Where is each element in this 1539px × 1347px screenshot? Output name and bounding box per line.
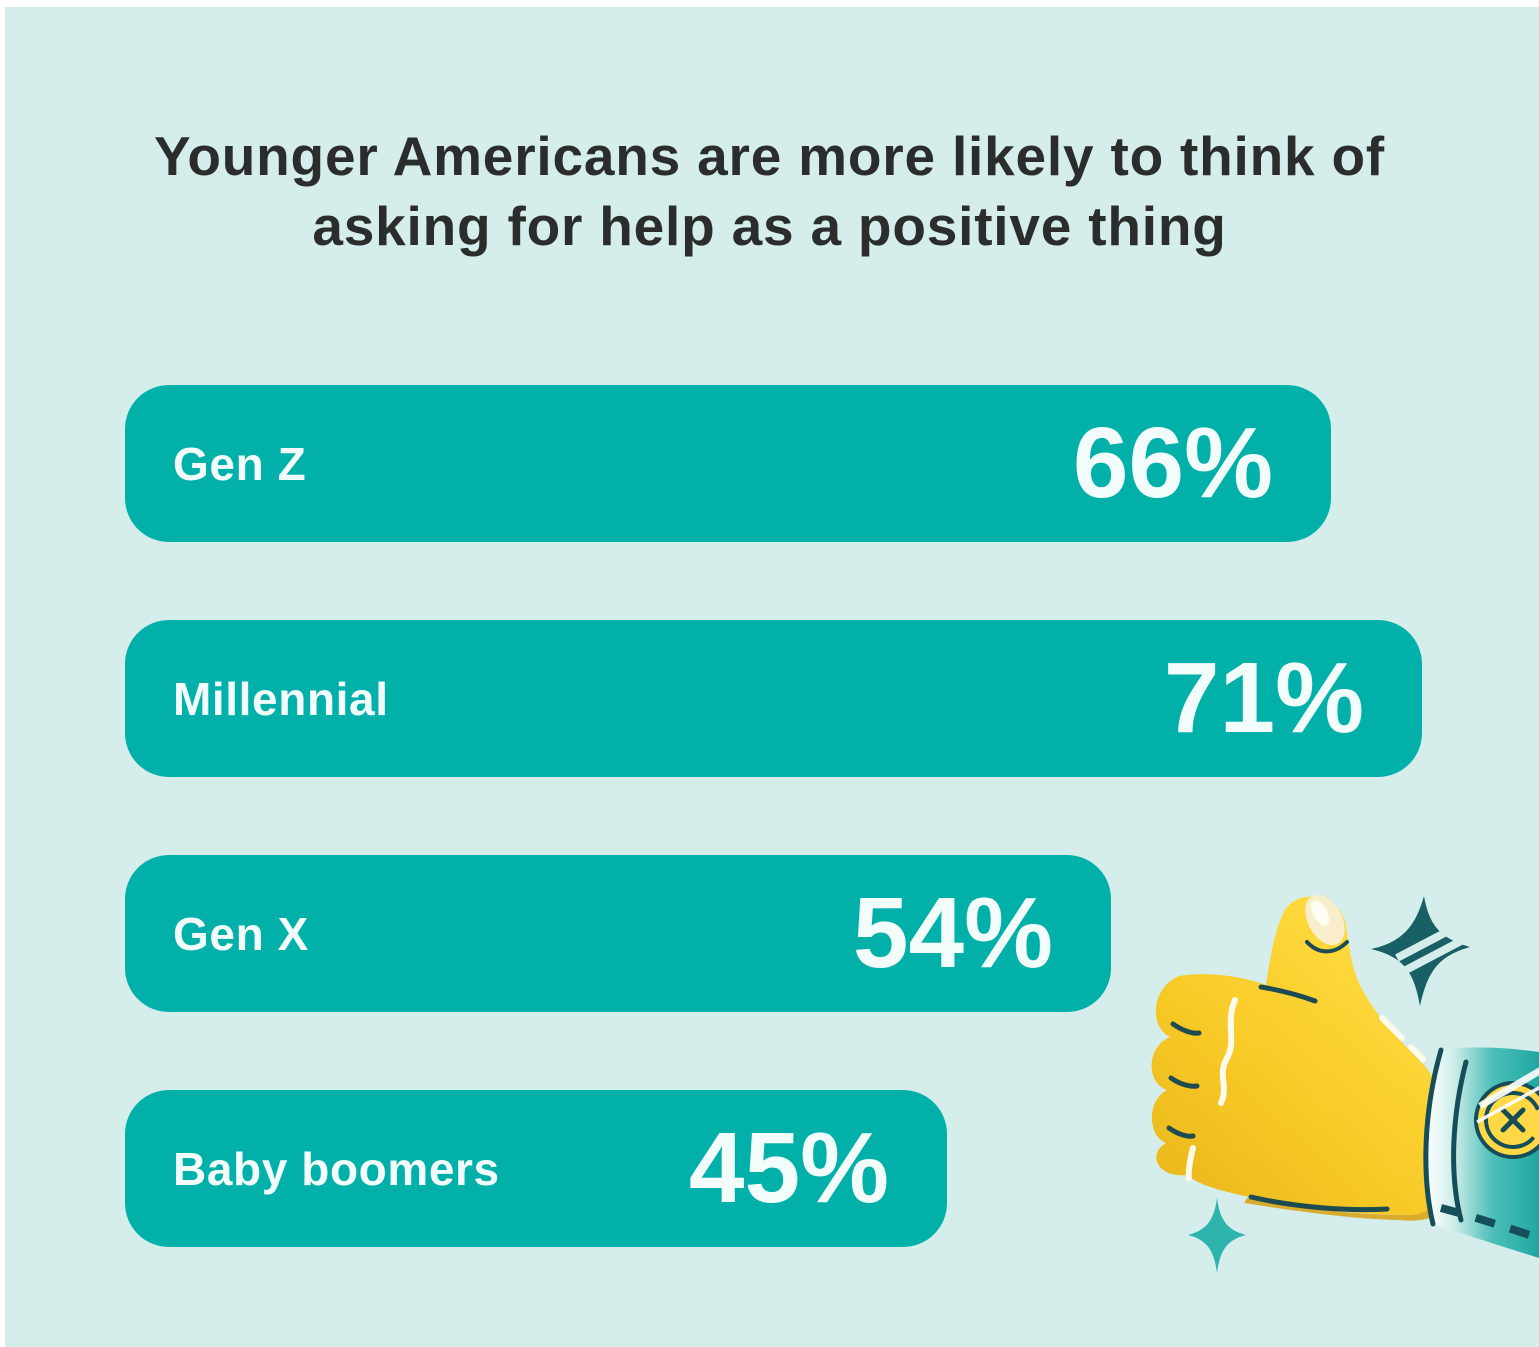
bar-millennial: Millennial 71% — [125, 620, 1422, 777]
chart-title: Younger Americans are more likely to thi… — [153, 125, 1386, 257]
bar-label: Millennial — [173, 672, 389, 725]
bar-label: Gen X — [173, 907, 309, 960]
bar-label: Gen Z — [173, 437, 307, 490]
button-graphic — [1474, 1067, 1539, 1159]
bar-gen-z: Gen Z 66% — [125, 385, 1331, 542]
bar-chart: Gen Z 66% Millennial 71% Gen X 54% Baby … — [125, 385, 1422, 1325]
bar-value: 66% — [1072, 407, 1273, 519]
bar-value: 54% — [852, 877, 1053, 989]
bar-value: 71% — [1163, 642, 1364, 754]
sparkle-light-icon — [1188, 1198, 1246, 1273]
bar-label: Baby boomers — [173, 1142, 500, 1195]
thumbs-up-illustration — [1151, 894, 1539, 1273]
bar-gen-x: Gen X 54% — [125, 855, 1111, 1012]
sleeve-graphic — [1423, 1047, 1539, 1258]
sparkle-dark-icon — [1371, 896, 1470, 1006]
bar-baby-boomers: Baby boomers 45% — [125, 1090, 947, 1247]
hand-graphic — [1151, 894, 1448, 1221]
bar-value: 45% — [688, 1112, 889, 1224]
